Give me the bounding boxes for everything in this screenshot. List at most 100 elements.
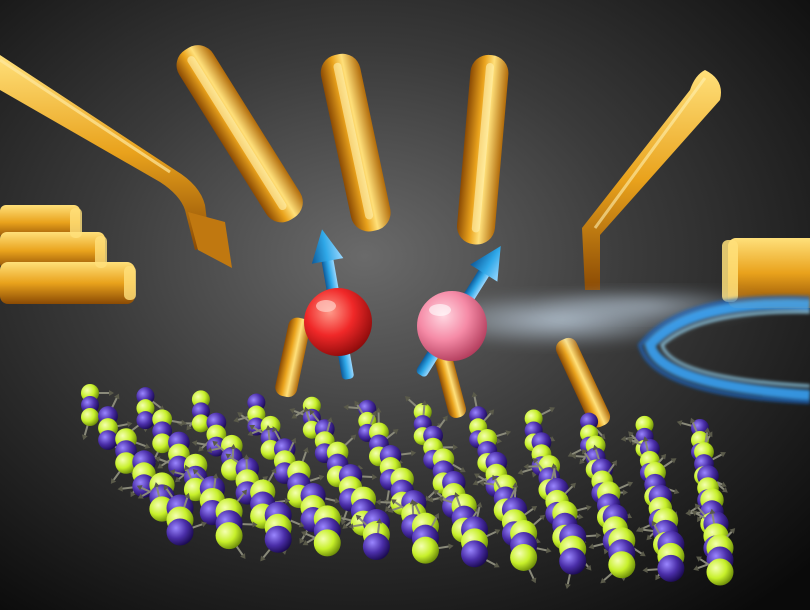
- spike-tip: [433, 513, 440, 519]
- spike-tip: [707, 431, 713, 438]
- nuclear-spin-atom-icon: [166, 518, 194, 546]
- electrode-1: [176, 45, 303, 223]
- spike-tip: [533, 457, 539, 464]
- spike-tip: [639, 551, 646, 557]
- spike-tip: [243, 454, 250, 460]
- nuclear-spin-lattice: [81, 384, 736, 589]
- spike-tip: [549, 407, 556, 413]
- spike-tip: [476, 501, 483, 508]
- nuclear-spin-atom-icon: [362, 533, 390, 561]
- spike-tip: [570, 482, 576, 489]
- spike-tip: [551, 463, 558, 469]
- spike-tip: [627, 481, 634, 488]
- spike-tip: [512, 482, 519, 488]
- spike-tip: [696, 556, 702, 562]
- nuclear-spin-atom-icon: [608, 551, 636, 579]
- spin-sphere-icon: [304, 288, 372, 356]
- spike-tip: [265, 425, 272, 431]
- spike-tip: [585, 564, 592, 571]
- electrode-lower-left: [275, 317, 311, 398]
- nuclear-spin-atom-icon: [98, 430, 118, 450]
- spike-tip: [453, 492, 460, 498]
- spike-tip: [158, 405, 165, 411]
- spike-tip: [729, 528, 736, 534]
- spike-tip: [410, 450, 417, 457]
- spike-tip: [230, 443, 237, 450]
- spike-tip: [355, 514, 362, 521]
- spike-tip: [603, 548, 610, 555]
- nuclear-spin-atom-icon: [81, 408, 99, 426]
- spike-tip: [186, 424, 192, 431]
- spike-tip: [655, 574, 661, 581]
- spike-tip: [350, 434, 357, 441]
- spike-tip: [154, 456, 161, 463]
- microwave-coil-icon: [637, 295, 810, 404]
- spike-tip: [114, 393, 120, 400]
- spike-tip: [117, 485, 123, 492]
- electrode-lower-mid: [434, 349, 466, 418]
- spike-tip: [206, 447, 213, 453]
- spike-tip: [545, 547, 552, 554]
- spike-tip: [611, 460, 617, 466]
- electrode-3: [457, 54, 509, 245]
- spike-tip: [144, 443, 151, 449]
- spike-tip: [720, 452, 726, 458]
- spike-tip: [600, 577, 607, 584]
- spike-tip: [620, 435, 626, 442]
- spike-tip: [691, 510, 698, 517]
- spike-tip: [109, 390, 114, 396]
- spike-tip: [130, 491, 136, 498]
- nuclear-spin-atom-icon: [152, 433, 173, 454]
- spike-tip: [720, 481, 727, 488]
- spike-tip: [240, 553, 246, 559]
- spike-tip: [493, 562, 500, 568]
- spike-tip: [488, 409, 495, 416]
- spike-tip: [437, 496, 444, 503]
- spike-tip: [137, 493, 144, 499]
- spike-tip: [249, 424, 256, 431]
- spike-tip: [517, 469, 524, 475]
- spike-tip: [326, 417, 333, 423]
- spike-tip: [153, 482, 160, 488]
- electron-spin-left: [304, 229, 372, 380]
- spike-tip: [638, 526, 644, 533]
- spike-tip: [375, 499, 381, 506]
- spike-tip: [174, 476, 181, 483]
- spike-tip: [376, 518, 383, 524]
- spike-tip: [404, 396, 411, 402]
- spike-tip: [241, 489, 248, 496]
- spin-sphere-icon: [417, 291, 487, 361]
- nuclear-spin-atom-icon: [215, 522, 243, 550]
- spike-tip: [372, 473, 378, 480]
- spike-tip: [157, 463, 164, 469]
- spike-tip: [472, 479, 479, 486]
- spike-tip: [642, 567, 648, 573]
- spike-tip: [531, 505, 538, 512]
- spike-tip: [433, 489, 440, 496]
- spike-tip: [494, 529, 501, 535]
- spike-tip: [448, 543, 454, 550]
- electrode-left-long: [0, 55, 210, 250]
- spike-tip: [704, 427, 711, 433]
- spike-tip: [660, 453, 667, 460]
- spike-tip: [697, 516, 703, 523]
- spike-tip: [592, 444, 599, 451]
- spike-tip: [392, 429, 399, 435]
- spike-tip: [646, 534, 653, 541]
- spike-tip: [690, 417, 696, 424]
- spike-tip: [163, 484, 169, 491]
- spike-tip: [334, 497, 340, 504]
- spike-tip: [642, 436, 649, 442]
- electrode-lower-right: [555, 337, 611, 428]
- spike-tip: [192, 469, 199, 475]
- spike-tip: [579, 458, 585, 465]
- spike-tip: [348, 523, 354, 530]
- electrode-right-block: [722, 238, 810, 308]
- spike-tip: [387, 507, 394, 513]
- spike-tip: [578, 513, 584, 520]
- spike-tip: [290, 437, 297, 444]
- spike-tip: [354, 400, 360, 407]
- spike-tip: [271, 467, 277, 474]
- spike-tip: [81, 434, 88, 441]
